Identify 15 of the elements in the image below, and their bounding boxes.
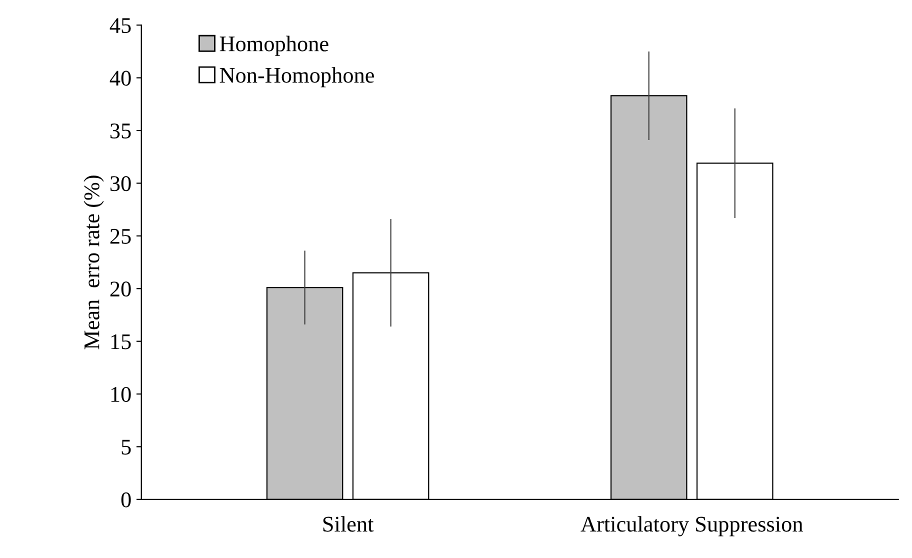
x-tick-label: Silent (323, 516, 374, 532)
y-tick-label: 15 (111, 334, 131, 350)
y-tick-label: 45 (110, 18, 131, 34)
y-tick-label: 30 (110, 176, 131, 192)
legend-label: Non-Homophone (220, 67, 374, 88)
y-tick-label: 10 (111, 386, 131, 402)
legend-label: Homophone (220, 36, 328, 56)
y-tick-label: 0 (121, 492, 131, 508)
y-tick-label: 25 (110, 228, 131, 244)
y-tick-label: 20 (110, 282, 131, 297)
y-tick-label: 40 (110, 70, 131, 86)
y-tick-label: 35 (110, 124, 131, 138)
y-tick-label: 5 (122, 440, 131, 455)
x-tick-label: Articulatory Suppression (580, 516, 803, 536)
y-axis-title: Mean erro rate (%) (84, 176, 104, 350)
